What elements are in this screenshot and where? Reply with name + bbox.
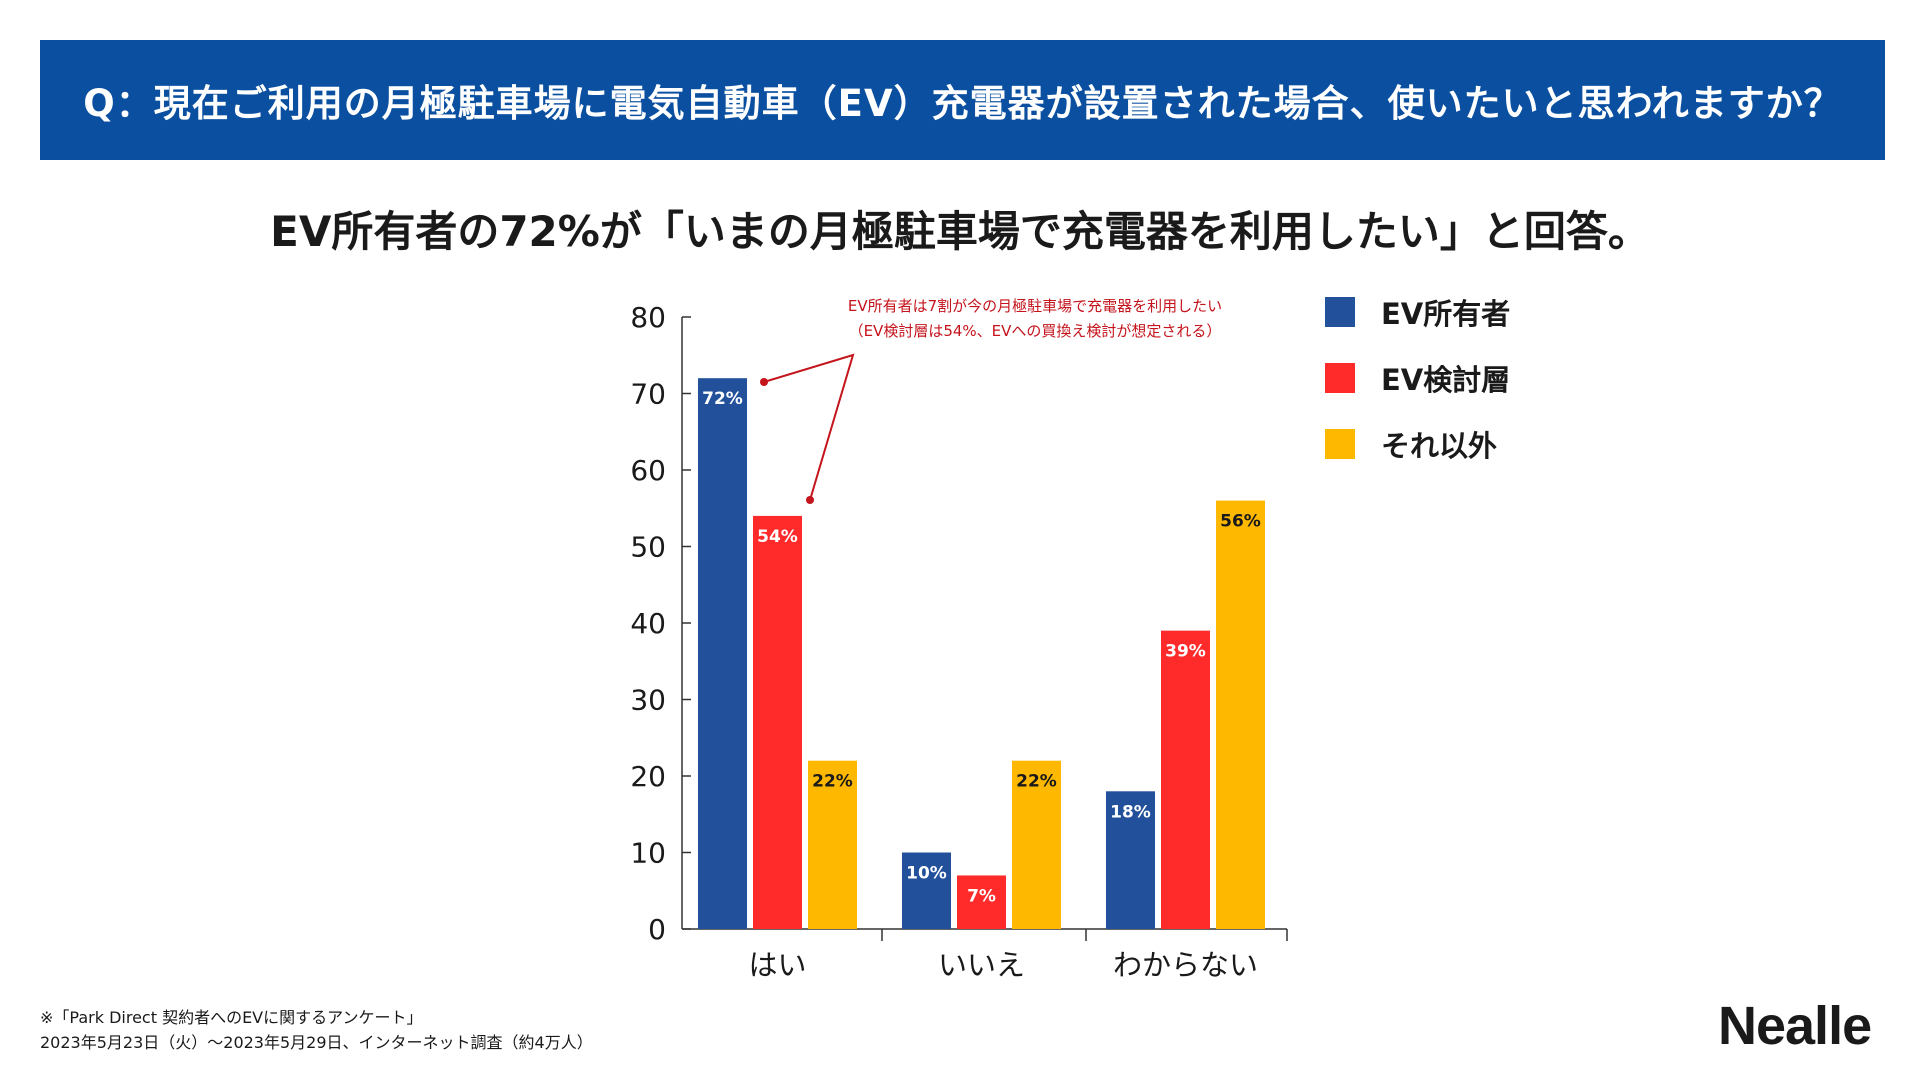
y-tick-label-30: 30 [630, 684, 666, 717]
y-tick-label-40: 40 [630, 607, 666, 640]
y-tick-label-60: 60 [630, 454, 666, 487]
legend-item-ev-owner: EV所有者 [1325, 296, 1510, 331]
data-label-1-1: 7% [967, 886, 996, 906]
data-label-2-2: 56% [1220, 512, 1261, 532]
y-tick-label-80: 80 [630, 301, 666, 334]
legend-swatch-ev-consider [1325, 363, 1355, 393]
annotation-leader-line [763, 353, 855, 501]
annotation-line-2: （EV検討層は54%、EVへの買換え検討が想定される） [849, 322, 1222, 340]
legend-swatch-other [1325, 429, 1355, 459]
data-label-2-1: 22% [1016, 772, 1057, 792]
chart-legend: EV所有者 EV検討層 それ以外 [1325, 296, 1510, 494]
bar-1-2 [1161, 630, 1210, 929]
legend-label-ev-owner: EV所有者 [1381, 297, 1511, 331]
annotation-line-1: EV所有者は7割が今の月極駐車場で充電器を利用したい [848, 297, 1222, 315]
footnote-period: 2023年5月23日（火）〜2023年5月29日、インターネット調査（約4万人） [40, 1033, 593, 1052]
legend-label-ev-consider: EV検討層 [1381, 363, 1511, 397]
category-label-1: いいえ [938, 948, 1025, 982]
data-label-2-0: 22% [812, 772, 853, 792]
legend-label-other: それ以外 [1381, 429, 1498, 463]
annotation-dot-ev-owner [760, 378, 768, 386]
bar-2-0 [808, 760, 857, 929]
bar-1-0 [753, 515, 802, 929]
annotation-dot-ev-consider [806, 496, 814, 504]
legend-item-ev-consider: EV検討層 [1325, 362, 1510, 397]
data-label-1-0: 54% [757, 527, 798, 547]
bar-2-2 [1216, 500, 1265, 929]
bar-0-0 [698, 378, 747, 929]
data-label-0-0: 72% [702, 389, 743, 409]
y-tick-label-50: 50 [630, 531, 666, 564]
y-tick-label-0: 0 [648, 913, 666, 946]
category-label-0: はい [748, 948, 806, 982]
nealle-logo: Nealle [1718, 996, 1872, 1056]
footnote: ※「Park Direct 契約者へのEVに関するアンケート」 2023年5月2… [40, 1005, 593, 1055]
y-tick-label-70: 70 [630, 378, 666, 411]
legend-swatch-ev-owner [1325, 297, 1355, 327]
y-tick-label-20: 20 [630, 760, 666, 793]
data-label-1-2: 39% [1165, 642, 1206, 662]
bar-0-2 [1106, 791, 1155, 929]
bar-0-1 [902, 852, 951, 929]
y-tick-label-10: 10 [630, 837, 666, 870]
bar-chart: 0 10 20 30 40 50 60 70 80 72% 10% 18% 54% 7% 39% 22% 22%… [630, 297, 1288, 982]
question-banner: Q：現在ご利用の月極駐車場に電気自動車（EV）充電器が設置された場合、使いたいと… [40, 40, 1885, 160]
question-text: Q：現在ご利用の月極駐車場に電気自動車（EV）充電器が設置された場合、使いたいと… [83, 82, 1842, 125]
headline: EV所有者の72%が「いまの月極駐車場で充電器を利用したい」と回答。 [270, 207, 1650, 256]
bar-2-1 [1012, 760, 1061, 929]
footnote-source: ※「Park Direct 契約者へのEVに関するアンケート」 [40, 1008, 423, 1027]
data-label-0-2: 18% [1110, 802, 1151, 822]
data-label-0-1: 10% [906, 864, 947, 884]
bar-1-1 [957, 875, 1006, 929]
category-label-2: わからない [1113, 948, 1258, 982]
legend-item-other: それ以外 [1325, 428, 1510, 463]
